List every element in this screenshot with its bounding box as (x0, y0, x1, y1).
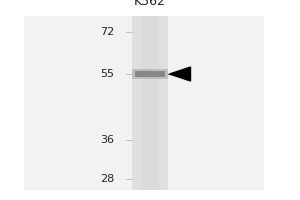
Text: 55: 55 (100, 69, 114, 79)
Text: K562: K562 (134, 0, 166, 8)
Bar (132, 16, 168, 190)
Bar (141, 16, 159, 190)
Bar (135, 71, 165, 77)
Bar (24, 16, 264, 190)
Text: 72: 72 (100, 27, 114, 37)
Text: 36: 36 (100, 135, 114, 145)
Bar (132, 69, 168, 79)
Polygon shape (169, 67, 190, 81)
Text: 28: 28 (100, 174, 114, 184)
